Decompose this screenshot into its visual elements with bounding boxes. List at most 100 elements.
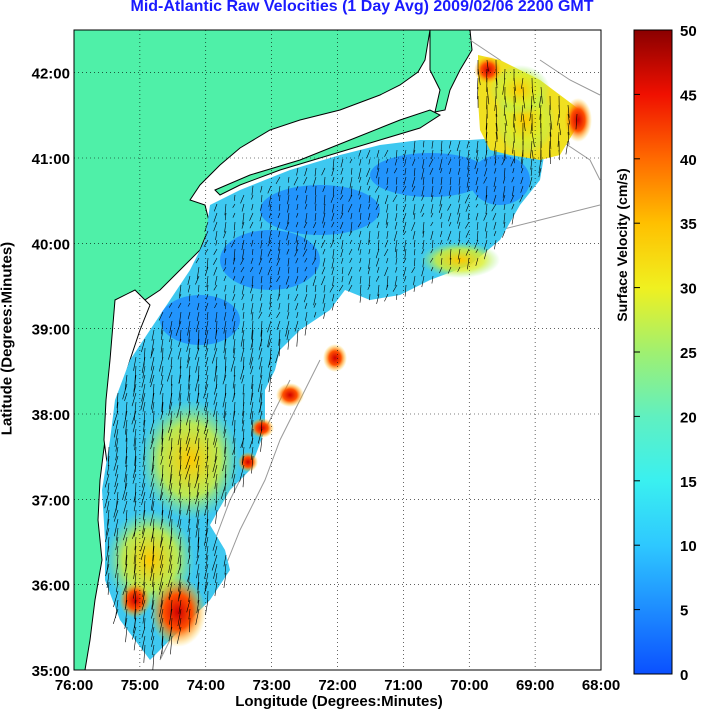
velocity-vector bbox=[377, 239, 380, 250]
velocity-vector bbox=[223, 338, 227, 354]
velocity-vector bbox=[484, 248, 488, 260]
velocity-vector bbox=[213, 392, 218, 405]
velocity-vector bbox=[431, 185, 434, 197]
velocity-vector bbox=[332, 248, 335, 259]
velocity-vector bbox=[286, 329, 290, 340]
velocity-vector bbox=[232, 473, 236, 487]
velocity-vector bbox=[376, 167, 380, 179]
velocity-vector bbox=[215, 491, 218, 503]
velocity-vector bbox=[413, 284, 416, 292]
velocity-vector bbox=[538, 167, 542, 178]
velocity-high-regions bbox=[105, 65, 555, 610]
velocity-vector bbox=[404, 284, 407, 297]
velocity-vector bbox=[359, 212, 362, 220]
velocity-vector bbox=[152, 401, 155, 414]
velocity-vector bbox=[411, 185, 416, 192]
velocity-vector bbox=[224, 473, 227, 492]
velocity-vector bbox=[168, 302, 173, 308]
velocity-vector bbox=[177, 545, 182, 565]
velocity-vector bbox=[169, 545, 173, 562]
velocity-vector bbox=[466, 140, 470, 149]
velocity-vector bbox=[189, 293, 191, 302]
velocity-vector bbox=[376, 257, 380, 267]
velocity-vector bbox=[260, 221, 263, 229]
velocity-vector bbox=[261, 419, 263, 432]
velocity-vector bbox=[187, 311, 191, 320]
velocity-vector bbox=[105, 563, 110, 577]
velocity-vector bbox=[305, 194, 308, 204]
velocity-vector bbox=[495, 113, 498, 132]
velocity-vector bbox=[123, 500, 128, 514]
velocity-vector bbox=[230, 356, 236, 372]
velocity-vector bbox=[303, 293, 308, 303]
velocity-vector bbox=[448, 212, 452, 222]
velocity-vector bbox=[503, 203, 506, 210]
velocity-vector bbox=[474, 239, 479, 249]
velocity-vector bbox=[233, 347, 236, 359]
velocity-vector bbox=[530, 122, 533, 134]
velocity-vector bbox=[151, 617, 155, 633]
velocity-vector bbox=[447, 149, 452, 156]
velocity-vector bbox=[194, 347, 200, 360]
velocity-vector bbox=[205, 356, 209, 367]
velocity-vector bbox=[340, 185, 344, 195]
velocity-vector bbox=[143, 644, 146, 663]
velocity-vector bbox=[322, 221, 326, 228]
velocity-vector bbox=[115, 464, 119, 477]
velocity-vector bbox=[113, 410, 119, 426]
velocity-vector bbox=[232, 428, 236, 444]
velocity-vector bbox=[347, 203, 353, 213]
velocity-vector bbox=[206, 311, 209, 321]
velocity-vector bbox=[144, 554, 146, 567]
velocity-vector bbox=[242, 428, 245, 448]
velocity-vector bbox=[349, 158, 353, 164]
velocity-vector bbox=[231, 464, 236, 479]
velocity-vector bbox=[242, 212, 245, 225]
x-tick-label: 74:00 bbox=[187, 677, 225, 694]
velocity-vector bbox=[431, 140, 434, 149]
velocity-vector bbox=[133, 581, 137, 599]
velocity-vector bbox=[224, 365, 227, 381]
velocity-vector bbox=[439, 194, 443, 207]
velocity-vector bbox=[268, 365, 272, 383]
velocity-vector bbox=[168, 500, 173, 519]
velocity-vector bbox=[431, 194, 434, 202]
velocity-vector bbox=[448, 221, 452, 227]
velocity-vector bbox=[124, 599, 128, 611]
velocity-vector bbox=[477, 68, 481, 86]
velocity-vector bbox=[242, 473, 245, 488]
velocity-vector bbox=[213, 464, 218, 478]
velocity-vector bbox=[358, 239, 362, 251]
velocity-vector bbox=[105, 518, 110, 536]
velocity-vector bbox=[368, 275, 371, 286]
velocity-vector bbox=[296, 194, 299, 201]
velocity-vector bbox=[196, 482, 200, 498]
velocity-vector bbox=[224, 212, 227, 221]
velocity-vector bbox=[296, 329, 299, 347]
velocity-vector bbox=[374, 185, 380, 193]
velocity-vector bbox=[414, 248, 416, 256]
velocity-vector bbox=[205, 473, 209, 484]
velocity-vector bbox=[149, 482, 155, 499]
velocity-vector bbox=[214, 365, 218, 382]
velocity-vector bbox=[169, 464, 173, 484]
velocity-vector bbox=[161, 428, 164, 445]
velocity-vector bbox=[106, 464, 110, 476]
velocity-vector bbox=[179, 536, 182, 551]
velocity-vector bbox=[195, 491, 200, 505]
velocity-vector bbox=[168, 608, 173, 625]
velocity-vector bbox=[384, 293, 389, 302]
velocity-vector bbox=[286, 284, 290, 290]
velocity-vector bbox=[557, 131, 560, 147]
velocity-vector bbox=[117, 572, 119, 584]
velocity-vector bbox=[447, 230, 452, 241]
velocity-vector bbox=[188, 608, 191, 620]
velocity-vector bbox=[269, 203, 272, 211]
velocity-vector bbox=[185, 464, 191, 480]
velocity-vector bbox=[142, 581, 146, 597]
velocity-vector bbox=[440, 248, 443, 256]
velocity-vector bbox=[430, 257, 434, 263]
velocity-vector bbox=[422, 257, 425, 268]
velocity-vector bbox=[403, 239, 407, 252]
velocity-vector bbox=[223, 410, 227, 422]
